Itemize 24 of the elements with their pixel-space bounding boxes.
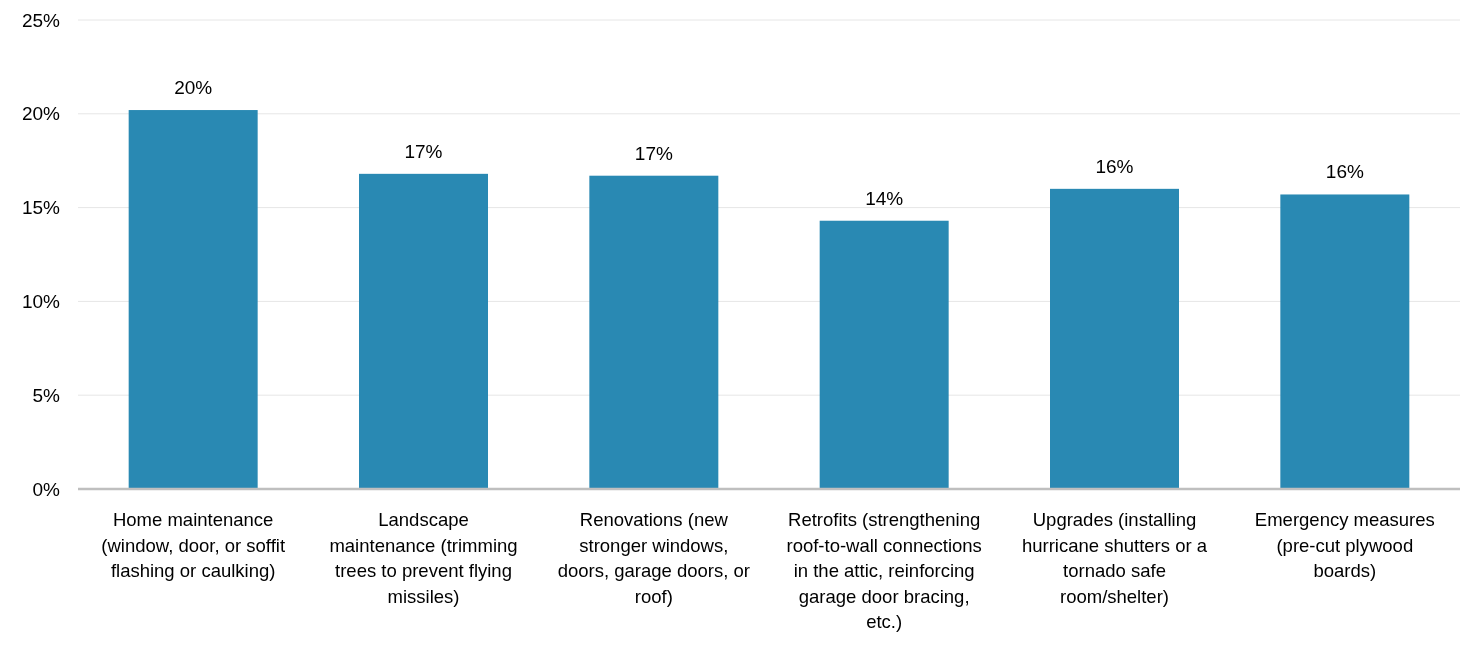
bar xyxy=(819,220,949,489)
bar xyxy=(1050,188,1179,489)
y-tick-label: 0% xyxy=(32,478,61,500)
x-tick-label: Home maintenance (window, door, or soffit flashing or caulking) xyxy=(101,509,286,581)
bar xyxy=(589,175,719,489)
y-tick-label: 10% xyxy=(21,290,61,312)
bar xyxy=(359,173,488,489)
data-label: 16% xyxy=(1325,161,1364,183)
bar xyxy=(1280,194,1410,489)
x-tick-label: Retrofits (strengthening roof-to-wall connections in the attic, reinforcing garage door bracing, etc.) xyxy=(786,509,982,632)
y-tick-label: 5% xyxy=(32,384,61,406)
x-tick-label: Emergency measures (pre-cut plywood boards) xyxy=(1254,509,1435,581)
y-tick-label: 15% xyxy=(21,197,61,219)
data-label: 14% xyxy=(865,187,904,209)
data-label: 17% xyxy=(404,140,443,162)
x-tick-label: Upgrades (installing hurricane shutters or a tornado safe room/shelter) xyxy=(1021,509,1208,607)
y-tick-label: 20% xyxy=(21,103,61,125)
y-tick-label: 25% xyxy=(21,9,61,31)
data-label: 20% xyxy=(174,77,213,99)
data-label: 16% xyxy=(1095,155,1134,177)
data-label: 17% xyxy=(634,142,673,164)
bar xyxy=(128,110,258,489)
x-tick-label: Landscape maintenance (trimming trees to prevent flying missiles) xyxy=(329,509,518,607)
x-tick-label: Renovations (new stronger windows, doors, garage doors, or roof) xyxy=(557,509,750,607)
